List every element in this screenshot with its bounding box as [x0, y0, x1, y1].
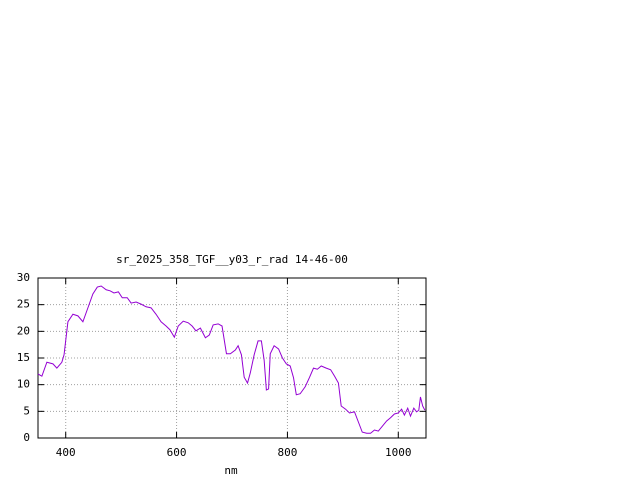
y-tick-label: 20 [17, 324, 30, 337]
x-tick-label: 600 [167, 446, 187, 459]
plot-frame [37, 277, 427, 439]
y-tick-label: 5 [23, 404, 30, 417]
y-tick-label: 25 [17, 298, 30, 311]
x-tick-label: 400 [56, 446, 76, 459]
y-tick-label: 0 [23, 431, 30, 444]
y-tick-label: 10 [17, 378, 30, 391]
x-tick-label: 800 [277, 446, 297, 459]
data-line [37, 285, 426, 434]
x-tick-label: 1000 [385, 446, 412, 459]
y-tick-label: 15 [17, 351, 30, 364]
y-tick-label: 30 [17, 271, 30, 284]
chart-title: sr_2025_358_TGF__y03_r_rad 14-46-00 [116, 253, 348, 266]
x-axis-label: nm [224, 464, 238, 477]
